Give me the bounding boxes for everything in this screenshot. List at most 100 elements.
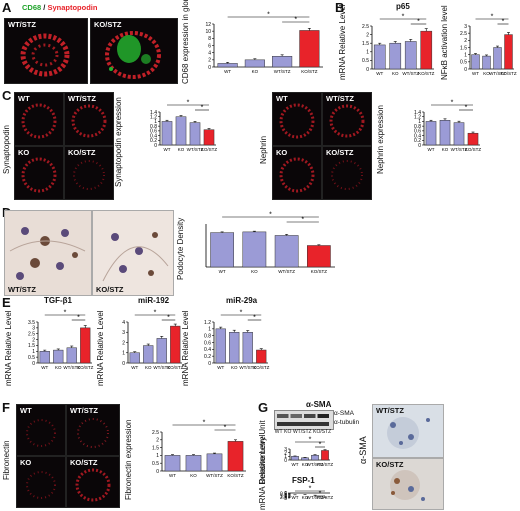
significance-star: *: [267, 12, 270, 19]
panel-label-e: E: [2, 295, 11, 310]
y-tick-label: 2: [464, 38, 467, 44]
x-tick-label: WT: [376, 71, 383, 76]
x-tick-label: WT: [41, 365, 48, 370]
chart-d: WT KO WT/STZ KO/STZ * *: [192, 212, 337, 281]
significance-star: *: [319, 442, 322, 449]
glomerulus-stain: [21, 103, 57, 139]
significance-star: *: [269, 212, 272, 219]
y-tick-label: 1: [122, 351, 125, 357]
histology-caption: WT/STZ: [8, 285, 36, 294]
x-tick-label: KO: [252, 69, 259, 74]
bar: [274, 235, 299, 268]
ylabel-g2: mRNA Relative Level: [258, 434, 267, 510]
bar: [39, 351, 50, 364]
panel-label-g: G: [258, 400, 269, 415]
panel-label-f: F: [2, 400, 10, 415]
y-tick-label: 1: [32, 349, 35, 355]
micrograph-c-wtstz: WT/STZ: [64, 92, 114, 146]
x-tick-label: KO: [483, 71, 490, 76]
x-tick-label: WT: [217, 365, 224, 370]
chart-g2-title: FSP-1: [292, 476, 315, 485]
x-tick-label: WT/STZ: [489, 71, 506, 76]
x-tick-label: WT: [131, 365, 138, 370]
chart-e2-title: miR-192: [138, 296, 170, 305]
ylabel-e3: mRNA Relative Level: [181, 310, 190, 386]
micrograph-caption: WT/STZ: [68, 94, 96, 103]
y-tick-label: 0: [154, 143, 157, 149]
y-tick-label: 3: [32, 326, 35, 332]
y-tick-label: 1.2: [150, 115, 157, 121]
y-tick-label: 0: [32, 361, 35, 367]
y-tick-label: 0: [418, 143, 421, 149]
y-tick-label: 3: [122, 330, 125, 336]
legend-synaptopodin: Synaptopodin: [47, 3, 98, 12]
y-tick-label: 2: [284, 494, 287, 500]
micrograph-f-kostz: KO/STZ: [66, 456, 120, 508]
bar: [453, 122, 465, 146]
y-tick-label: 0: [156, 469, 159, 475]
x-tick-label: WT: [292, 462, 299, 467]
micrograph-caption: KO/STZ: [68, 148, 96, 157]
histology-g-wtstz: WT/STZ: [372, 404, 444, 458]
bar: [129, 352, 140, 364]
significance-star: *: [417, 19, 420, 26]
glomerulus-stain: [331, 160, 363, 190]
micrograph-c-kostz-nephrin: KO/STZ: [322, 146, 372, 200]
glomerulus-stain: [26, 471, 56, 499]
glomerulus-stain: [21, 157, 57, 193]
micrograph-caption: WT: [276, 94, 288, 103]
x-tick-label: KO/STZ: [77, 365, 94, 370]
micrograph-c-ko-nephrin: KO: [272, 146, 322, 200]
micrograph-c-wtstz-nephrin: WT/STZ: [322, 92, 372, 146]
bar: [301, 457, 309, 461]
chart-e1: 0 0.5 1 1.5 2 2.5 3 3.5 WT KO WT/STZ KO/STZ * *: [24, 310, 94, 377]
chart-e3: 0 0.2 0.4 0.6 0.8 1 1.2 WT KO WT/STZ KO/STZ * *: [200, 310, 270, 377]
tissue-section: [102, 232, 169, 282]
y-tick-label: 0: [208, 361, 211, 367]
ylabel-c1: Synaptopodin expression: [114, 97, 123, 187]
chart-e1-title: TGF-β1: [44, 296, 72, 305]
significance-star: *: [203, 420, 206, 427]
significance-star: *: [491, 14, 494, 21]
x-tick-label: KO/STZ: [311, 269, 328, 274]
micrograph-f-ko: KO: [16, 456, 66, 508]
y-tick-label: 1: [154, 119, 157, 125]
bar: [256, 349, 267, 364]
y-tick-label: 1.5: [362, 41, 369, 47]
x-tick-label: KO/STZ: [418, 71, 435, 76]
x-tick-label: WT: [219, 269, 226, 274]
glomerulus-stain: [71, 104, 107, 138]
y-tick-label: 0.4: [204, 347, 211, 353]
blot-lane-label: WT: [274, 429, 283, 435]
legend-cd68: CD68: [22, 3, 42, 12]
y-tick-label: 0.8: [204, 333, 211, 339]
bar: [439, 120, 451, 146]
micrograph-caption: KO/STZ: [94, 20, 122, 29]
y-tick-label: 1.4: [150, 110, 157, 116]
micrograph-c-wt: WT: [14, 92, 64, 146]
micrograph-a-wtstz: WT/STZ: [4, 18, 88, 84]
ylabel-d: Podocyte Density: [176, 217, 185, 280]
y-tick-label: 3: [284, 496, 287, 502]
x-tick-label: KO: [55, 365, 62, 370]
y-tick-label: 0.2: [150, 138, 157, 144]
y-tick-label: 1.5: [152, 445, 159, 451]
y-tick-label: 0.4: [414, 133, 421, 139]
x-tick-label: KO/STZ: [253, 365, 270, 370]
chart-b-title: p65: [396, 2, 410, 11]
y-tick-label: 2: [208, 58, 211, 64]
y-tick-label: 2.5: [460, 31, 467, 37]
micrograph-caption: WT/STZ: [326, 94, 354, 103]
tissue-section: [387, 417, 430, 449]
ylabel-e2: mRNA Relative Level: [96, 310, 105, 386]
y-tick-label: 1: [366, 50, 369, 56]
x-tick-label: KO/STZ: [317, 462, 334, 467]
significance-star: *: [64, 310, 67, 317]
x-tick-label: WT/STZ: [307, 462, 324, 467]
x-tick-label: WT/STZ: [63, 365, 80, 370]
bar: [156, 338, 167, 364]
glomerulus-stain: [26, 419, 56, 447]
